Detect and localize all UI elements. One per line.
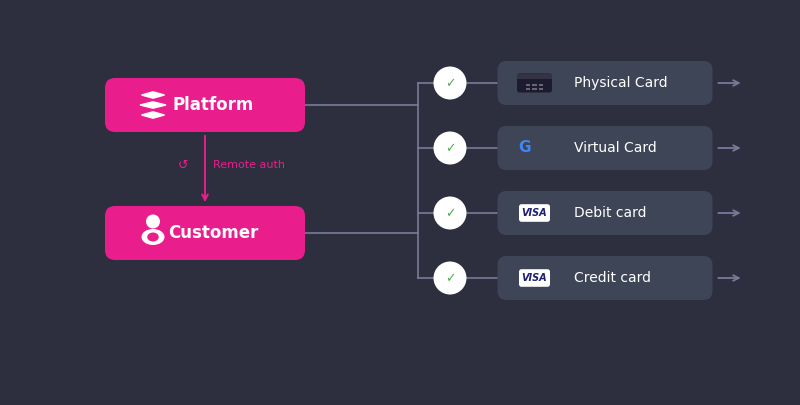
Bar (532, 88, 537, 90)
Ellipse shape (147, 232, 158, 241)
FancyBboxPatch shape (498, 61, 713, 105)
Text: VISA: VISA (522, 208, 547, 218)
Text: Credit card: Credit card (574, 271, 650, 285)
Text: ✓: ✓ (445, 142, 455, 155)
Polygon shape (142, 92, 165, 98)
Bar (517, 74, 552, 79)
Circle shape (434, 66, 466, 100)
Circle shape (434, 196, 466, 230)
Text: Remote auth: Remote auth (213, 160, 285, 170)
Bar (539, 88, 543, 90)
Polygon shape (142, 112, 165, 118)
FancyBboxPatch shape (519, 204, 550, 222)
Bar (532, 85, 537, 87)
Text: Platform: Platform (172, 96, 254, 114)
Bar (539, 85, 543, 87)
Text: ✓: ✓ (445, 207, 455, 220)
Text: Debit card: Debit card (574, 206, 646, 220)
Text: Customer: Customer (168, 224, 258, 242)
Text: VISA: VISA (522, 273, 547, 283)
FancyBboxPatch shape (498, 256, 713, 300)
Text: Physical Card: Physical Card (574, 76, 667, 90)
Bar (526, 85, 530, 87)
Circle shape (146, 215, 160, 228)
Text: ↺: ↺ (178, 158, 188, 171)
FancyBboxPatch shape (105, 206, 305, 260)
FancyBboxPatch shape (519, 269, 550, 287)
Bar (526, 88, 530, 90)
FancyBboxPatch shape (498, 191, 713, 235)
Text: Virtual Card: Virtual Card (574, 141, 656, 155)
Circle shape (434, 132, 466, 164)
FancyBboxPatch shape (105, 78, 305, 132)
Circle shape (434, 262, 466, 294)
FancyBboxPatch shape (517, 73, 552, 92)
FancyBboxPatch shape (498, 126, 713, 170)
Text: ✓: ✓ (445, 272, 455, 285)
Text: G: G (518, 141, 531, 156)
Text: ✓: ✓ (445, 77, 455, 90)
Ellipse shape (142, 229, 165, 245)
Polygon shape (140, 102, 166, 108)
